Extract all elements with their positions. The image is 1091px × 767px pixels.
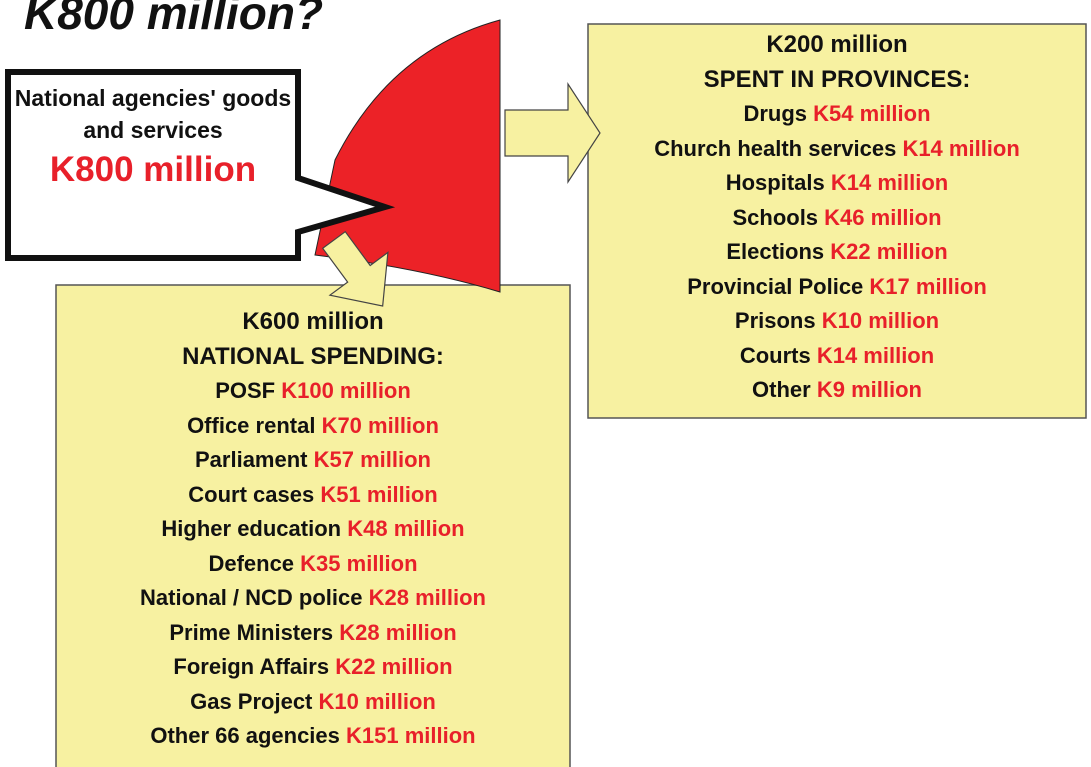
item-amount: K48 million xyxy=(347,516,465,541)
item: Other 66 agencies K151 million xyxy=(150,719,475,754)
item: Prime Ministers K28 million xyxy=(169,616,456,651)
item-amount: K70 million xyxy=(321,412,439,438)
item-amount: K54 million xyxy=(813,101,931,126)
item-amount: K100 million xyxy=(281,378,411,403)
item-name: Church health services xyxy=(654,135,897,161)
heading: K200 million xyxy=(766,31,908,58)
item-name: Drugs xyxy=(743,101,808,126)
item-name: Prisons xyxy=(734,308,816,333)
item-amount: K22 million xyxy=(830,239,948,264)
provinces-list: K200 million SPENT IN PROVINCES: Drugs K54… xyxy=(588,28,1086,408)
title: K800 million? xyxy=(24,0,324,39)
provinces-box xyxy=(587,23,1087,419)
item-name: Hospitals xyxy=(725,170,825,195)
item: Other K9 million xyxy=(752,373,922,408)
item: Church health services K14 million xyxy=(654,132,1020,167)
item-name: Foreign Affairs xyxy=(173,654,330,679)
item-amount: K28 million xyxy=(368,585,486,610)
heading: K600 million xyxy=(242,308,384,335)
item-amount: K151 million xyxy=(346,723,476,748)
item: Parliament K57 million xyxy=(195,443,431,478)
item-name: National / NCD police xyxy=(140,585,363,610)
item-name: Other 66 agencies xyxy=(150,723,340,748)
item-amount: K17 million xyxy=(869,273,987,299)
item-name: Parliament xyxy=(195,447,308,472)
item-amount: K10 million xyxy=(318,688,436,714)
item: Hospitals K14 million xyxy=(726,166,949,201)
item-name: Other xyxy=(752,377,811,402)
callout: National agencies' goods and services K8… xyxy=(14,82,292,190)
item: Office rental K70 million xyxy=(187,409,439,444)
item-amount: K22 million xyxy=(335,654,453,679)
item-amount: K51 million xyxy=(320,481,438,507)
item-name: Court cases xyxy=(188,481,315,507)
item-name: Gas Project xyxy=(190,688,313,714)
item: Elections K22 million xyxy=(726,235,947,270)
item-amount: K35 million xyxy=(300,550,418,576)
item-name: Courts xyxy=(739,342,811,368)
item-name: Higher education xyxy=(161,516,342,541)
item-amount: K14 million xyxy=(830,170,949,195)
item: Schools K46 million xyxy=(732,201,941,236)
item: Prisons K10 million xyxy=(735,304,939,339)
heading: SPENT IN PROVINCES: xyxy=(703,65,971,93)
item-amount: K14 million xyxy=(902,135,1020,161)
item: Provincial Police K17 million xyxy=(687,270,987,305)
item-name: Office rental xyxy=(187,412,316,438)
item: Foreign Affairs K22 million xyxy=(173,650,452,685)
arrow-down xyxy=(321,230,389,307)
item-name: Elections xyxy=(726,239,825,264)
item-name: Prime Ministers xyxy=(169,619,334,645)
national-list: K600 million NATIONAL SPENDING: POSF K100 … xyxy=(56,305,570,754)
item: National / NCD police K28 million xyxy=(140,581,486,616)
callout-amount: K800 million xyxy=(49,150,257,189)
item: POSF K100 million xyxy=(215,374,411,409)
pie-wedge xyxy=(314,19,501,293)
item-amount: K9 million xyxy=(816,377,922,402)
national-box xyxy=(55,284,571,767)
item: Courts K14 million xyxy=(740,339,934,374)
item-amount: K10 million xyxy=(821,308,940,333)
item-name: Defence xyxy=(208,550,295,576)
callout-label: National agencies' goods and services xyxy=(14,85,292,143)
item-name: Provincial Police xyxy=(687,273,864,299)
callout-box xyxy=(5,69,396,261)
item: Higher education K48 million xyxy=(161,512,464,547)
item-name: POSF xyxy=(215,378,276,403)
item: Gas Project K10 million xyxy=(190,685,436,720)
heading: NATIONAL SPENDING: xyxy=(182,342,444,370)
item-name: Schools xyxy=(732,204,819,230)
item: Court cases K51 million xyxy=(188,478,437,513)
arrow-right xyxy=(504,81,601,185)
item: Drugs K54 million xyxy=(743,97,930,132)
item-amount: K14 million xyxy=(816,342,935,368)
item-amount: K57 million xyxy=(313,447,431,472)
item: Defence K35 million xyxy=(208,547,417,582)
item-amount: K28 million xyxy=(339,619,457,645)
item-amount: K46 million xyxy=(824,204,942,230)
